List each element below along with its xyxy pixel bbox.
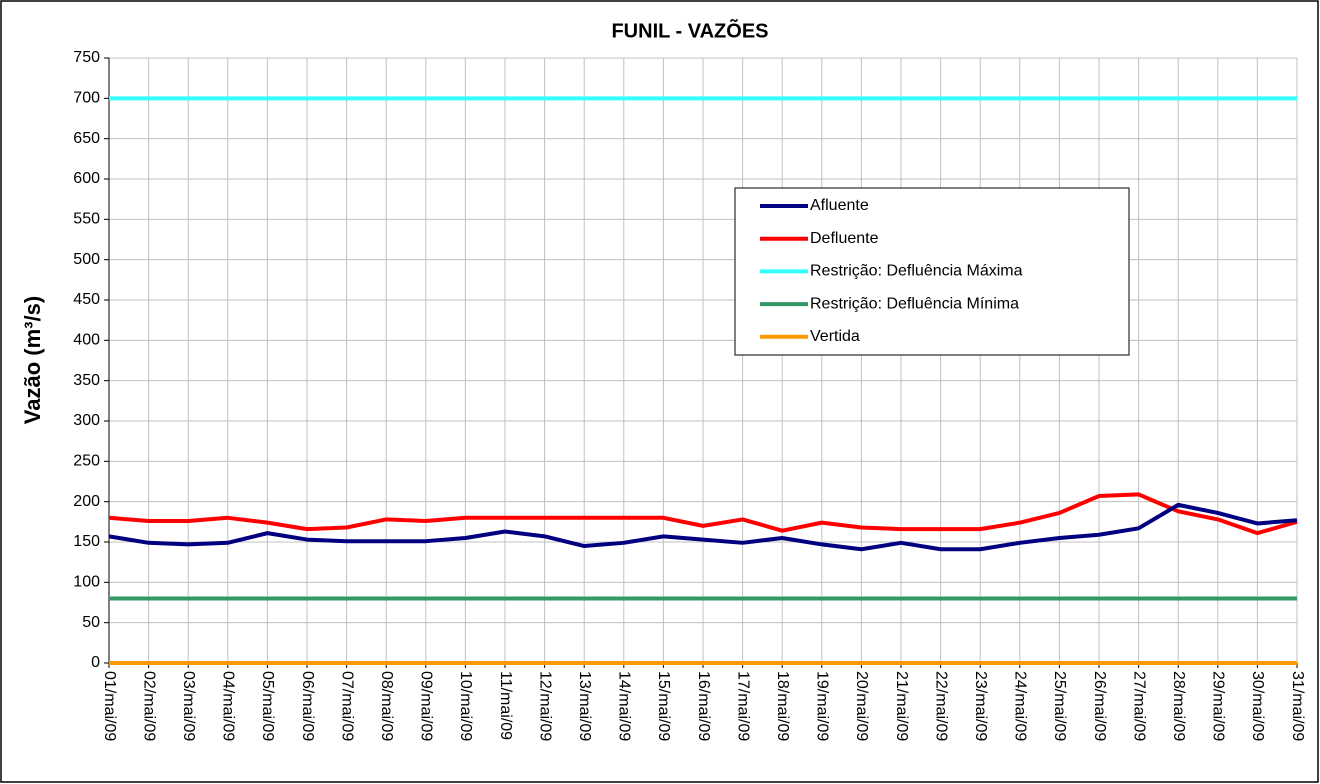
x-tick-label: 20/mai/09 bbox=[853, 671, 870, 741]
legend-label: Vertida bbox=[810, 328, 860, 345]
y-tick-label: 50 bbox=[82, 614, 100, 631]
series-line bbox=[108, 502, 1298, 552]
series-line bbox=[108, 492, 1298, 536]
y-tick-label: 250 bbox=[73, 453, 100, 470]
y-tick-label: 200 bbox=[73, 493, 100, 510]
x-tick-label: 24/mai/09 bbox=[1012, 671, 1029, 741]
x-tick-label: 03/mai/09 bbox=[180, 671, 197, 741]
x-tick-label: 28/mai/09 bbox=[1170, 671, 1187, 741]
y-tick-label: 500 bbox=[73, 251, 100, 268]
x-tick-label: 09/mai/09 bbox=[418, 671, 435, 741]
x-tick-label: 07/mai/09 bbox=[338, 671, 355, 741]
y-tick-label: 450 bbox=[73, 291, 100, 308]
x-tick-label: 18/mai/09 bbox=[774, 671, 791, 741]
x-tick-label: 26/mai/09 bbox=[1091, 671, 1108, 741]
x-tick-label: 05/mai/09 bbox=[259, 671, 276, 741]
x-tick-label: 12/mai/09 bbox=[536, 671, 553, 741]
x-tick-label: 16/mai/09 bbox=[695, 671, 712, 741]
x-tick-label: 13/mai/09 bbox=[576, 671, 593, 741]
y-tick-label: 550 bbox=[73, 211, 100, 228]
x-tick-label: 06/mai/09 bbox=[299, 671, 316, 741]
x-tick-label: 21/mai/09 bbox=[893, 671, 910, 741]
legend-label: Restrição: Defluência Mínima bbox=[810, 295, 1019, 312]
x-tick-label: 30/mai/09 bbox=[1249, 671, 1266, 741]
y-tick-label: 300 bbox=[73, 412, 100, 429]
x-tick-label: 23/mai/09 bbox=[972, 671, 989, 741]
x-tick-label: 08/mai/09 bbox=[378, 671, 395, 741]
y-tick-label: 400 bbox=[73, 332, 100, 349]
x-tick-label: 31/mai/09 bbox=[1289, 671, 1306, 741]
x-tick-label: 29/mai/09 bbox=[1210, 671, 1227, 741]
y-tick-label: 150 bbox=[73, 533, 100, 550]
x-tick-label: 10/mai/09 bbox=[457, 671, 474, 741]
x-tick-label: 11/mai/09 bbox=[497, 671, 514, 740]
chart-title: FUNIL - VAZÕES bbox=[611, 18, 768, 42]
x-tick-label: 14/mai/09 bbox=[616, 671, 633, 741]
plot bbox=[108, 96, 1298, 665]
y-tick-label: 600 bbox=[73, 170, 100, 187]
y-tick-label: 700 bbox=[73, 90, 100, 107]
legend: Afluente Defluente Restrição: Defluência M… bbox=[734, 187, 1130, 356]
y-tick-label: 0 bbox=[91, 654, 100, 671]
x-tick-label: 02/mai/09 bbox=[140, 671, 157, 741]
y-tick-label: 350 bbox=[73, 372, 100, 389]
y-tick-label: 750 bbox=[73, 49, 100, 66]
legend-box bbox=[734, 187, 1130, 356]
y-tick-label: 100 bbox=[73, 574, 100, 591]
y-axis-label: Vazão (m³/s) bbox=[20, 296, 45, 424]
x-tick-label: 27/mai/09 bbox=[1130, 671, 1147, 741]
x-tick-label: 25/mai/09 bbox=[1051, 671, 1068, 741]
y-tick-label: 650 bbox=[73, 130, 100, 147]
x-tick-label: 04/mai/09 bbox=[220, 671, 237, 741]
legend-label: Restrição: Defluência Máxima bbox=[810, 263, 1023, 280]
legend-label: Defluente bbox=[810, 230, 879, 247]
x-tick-label: 15/mai/09 bbox=[655, 671, 672, 741]
x-tick-label: 01/mai/09 bbox=[101, 671, 118, 741]
x-tick-label: 19/mai/09 bbox=[814, 671, 831, 741]
legend-label: Afluente bbox=[810, 197, 869, 214]
x-tick-label: 22/mai/09 bbox=[932, 671, 949, 741]
x-tick-label: 17/mai/09 bbox=[734, 671, 751, 741]
